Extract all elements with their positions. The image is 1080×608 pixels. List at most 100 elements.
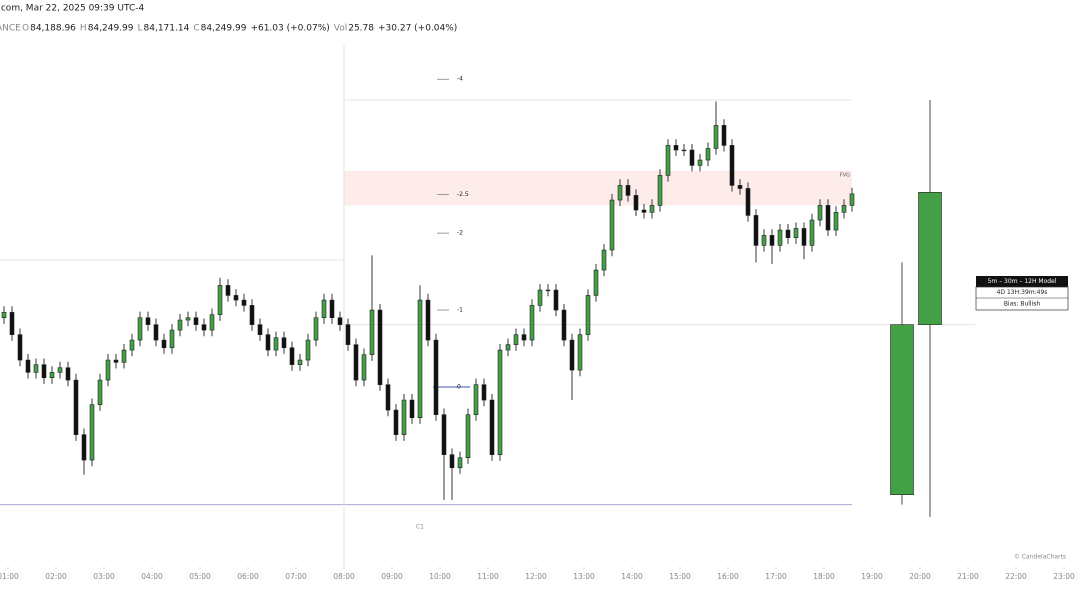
candle-body bbox=[209, 314, 215, 331]
candle-body bbox=[297, 359, 303, 365]
info-box bbox=[975, 286, 1069, 311]
candle-body bbox=[97, 379, 103, 405]
candle-body bbox=[33, 364, 39, 373]
info-title: 5m – 30m – 12H Model bbox=[988, 278, 1057, 285]
candle-body bbox=[769, 235, 775, 246]
candle-body bbox=[313, 317, 319, 341]
candle-body bbox=[41, 364, 47, 379]
candle-body bbox=[345, 324, 351, 345]
level-label: -2.5 bbox=[457, 191, 469, 198]
level-label: -1 bbox=[457, 307, 463, 314]
candle-body bbox=[169, 329, 175, 349]
candle-body bbox=[737, 185, 743, 189]
candle-body bbox=[89, 404, 95, 461]
candle-body bbox=[337, 317, 343, 325]
x-tick-label: 21:00 bbox=[957, 572, 979, 581]
x-tick-label: 01:00 bbox=[0, 572, 19, 581]
candle-body bbox=[473, 384, 479, 415]
candle-body bbox=[73, 379, 79, 435]
candle-body bbox=[361, 354, 367, 381]
candle-body bbox=[918, 192, 942, 325]
x-tick-label: 20:00 bbox=[909, 572, 931, 581]
x-tick-label: 10:00 bbox=[429, 572, 451, 581]
candle-body bbox=[257, 324, 263, 335]
candle-body bbox=[761, 235, 767, 246]
x-tick-label: 15:00 bbox=[669, 572, 691, 581]
candle-body bbox=[657, 175, 663, 206]
candle-body bbox=[745, 188, 751, 216]
x-tick-label: 02:00 bbox=[45, 572, 67, 581]
x-tick-label: 11:00 bbox=[477, 572, 499, 581]
symbol: ANCE bbox=[0, 24, 21, 34]
plot: FVG -4 -2.5 -2 -1 0 01:00 02:00 03:00 04:00 05:00 0… bbox=[0, 45, 1075, 581]
candle-body bbox=[681, 149, 687, 152]
candle-body bbox=[17, 334, 23, 361]
x-tick-label: 05:00 bbox=[189, 572, 211, 581]
candle-body bbox=[801, 228, 807, 246]
volume-change: +30.27 (+0.04%) bbox=[378, 24, 457, 34]
ohlc-value: 84,188.96 bbox=[30, 24, 76, 34]
x-tick-label: 12:00 bbox=[525, 572, 547, 581]
candle-body bbox=[809, 219, 815, 246]
candle-body bbox=[673, 145, 679, 151]
candle-body bbox=[401, 399, 407, 435]
candle-body bbox=[457, 457, 463, 469]
change: +61.03 (+0.07%) bbox=[250, 24, 329, 34]
candle-body bbox=[281, 337, 287, 349]
candle-body bbox=[569, 339, 575, 371]
candle-body bbox=[537, 289, 543, 306]
candle-body bbox=[385, 384, 391, 411]
credit: © CandelaCharts bbox=[1014, 554, 1066, 561]
x-tick-label: 07:00 bbox=[285, 572, 307, 581]
candle-body bbox=[585, 295, 591, 335]
candle-body bbox=[665, 145, 671, 176]
x-tick-label: 22:00 bbox=[1005, 572, 1027, 581]
candle-body bbox=[721, 125, 727, 146]
candle-body bbox=[393, 409, 399, 435]
candle-body bbox=[633, 195, 639, 211]
candle-body bbox=[505, 344, 511, 351]
annotation: C1 bbox=[416, 524, 424, 531]
source-line: .com, Mar 22, 2025 09:39 UTC-4 bbox=[0, 4, 144, 14]
candle-body bbox=[161, 339, 167, 349]
level-label: -4 bbox=[457, 76, 463, 83]
info-title-bg bbox=[976, 276, 1068, 287]
ohlc-key: C bbox=[193, 24, 199, 34]
info-countdown: 4D 13H:39m:49s bbox=[997, 289, 1048, 296]
candle-body bbox=[201, 324, 207, 331]
candle-body bbox=[625, 185, 631, 196]
candle-body bbox=[329, 299, 335, 319]
candle-body bbox=[513, 334, 519, 345]
candle-body bbox=[185, 317, 191, 321]
candle-body bbox=[193, 317, 199, 325]
candle-body bbox=[689, 149, 695, 166]
candle-body bbox=[777, 229, 783, 246]
candle-body bbox=[225, 285, 231, 296]
candle-body bbox=[849, 193, 855, 206]
candle-body bbox=[321, 299, 327, 319]
volume-key: Vol bbox=[334, 24, 347, 34]
candle-body bbox=[1, 312, 7, 319]
candle-body bbox=[129, 339, 135, 351]
candle-body bbox=[305, 339, 311, 361]
candle-body bbox=[890, 324, 914, 495]
candle-body bbox=[833, 212, 839, 231]
candle-body bbox=[705, 148, 711, 161]
ohlc-key: H bbox=[80, 24, 87, 34]
candle-body bbox=[249, 305, 255, 325]
candle-body bbox=[233, 295, 239, 301]
candle-body bbox=[153, 324, 159, 341]
candle-body bbox=[121, 349, 127, 363]
candle-body bbox=[449, 454, 455, 469]
x-tick-label: 19:00 bbox=[861, 572, 883, 581]
candle-body bbox=[289, 347, 295, 365]
level-label: -2 bbox=[457, 230, 463, 237]
candle-body bbox=[593, 269, 599, 296]
candle-body bbox=[65, 367, 71, 381]
candle-body bbox=[561, 309, 567, 341]
candle-body bbox=[353, 344, 359, 381]
x-tick-label: 06:00 bbox=[237, 572, 259, 581]
candle-body bbox=[553, 289, 559, 311]
ohlc-key: L bbox=[138, 24, 143, 34]
ohlc-value: 84,249.99 bbox=[88, 24, 134, 34]
